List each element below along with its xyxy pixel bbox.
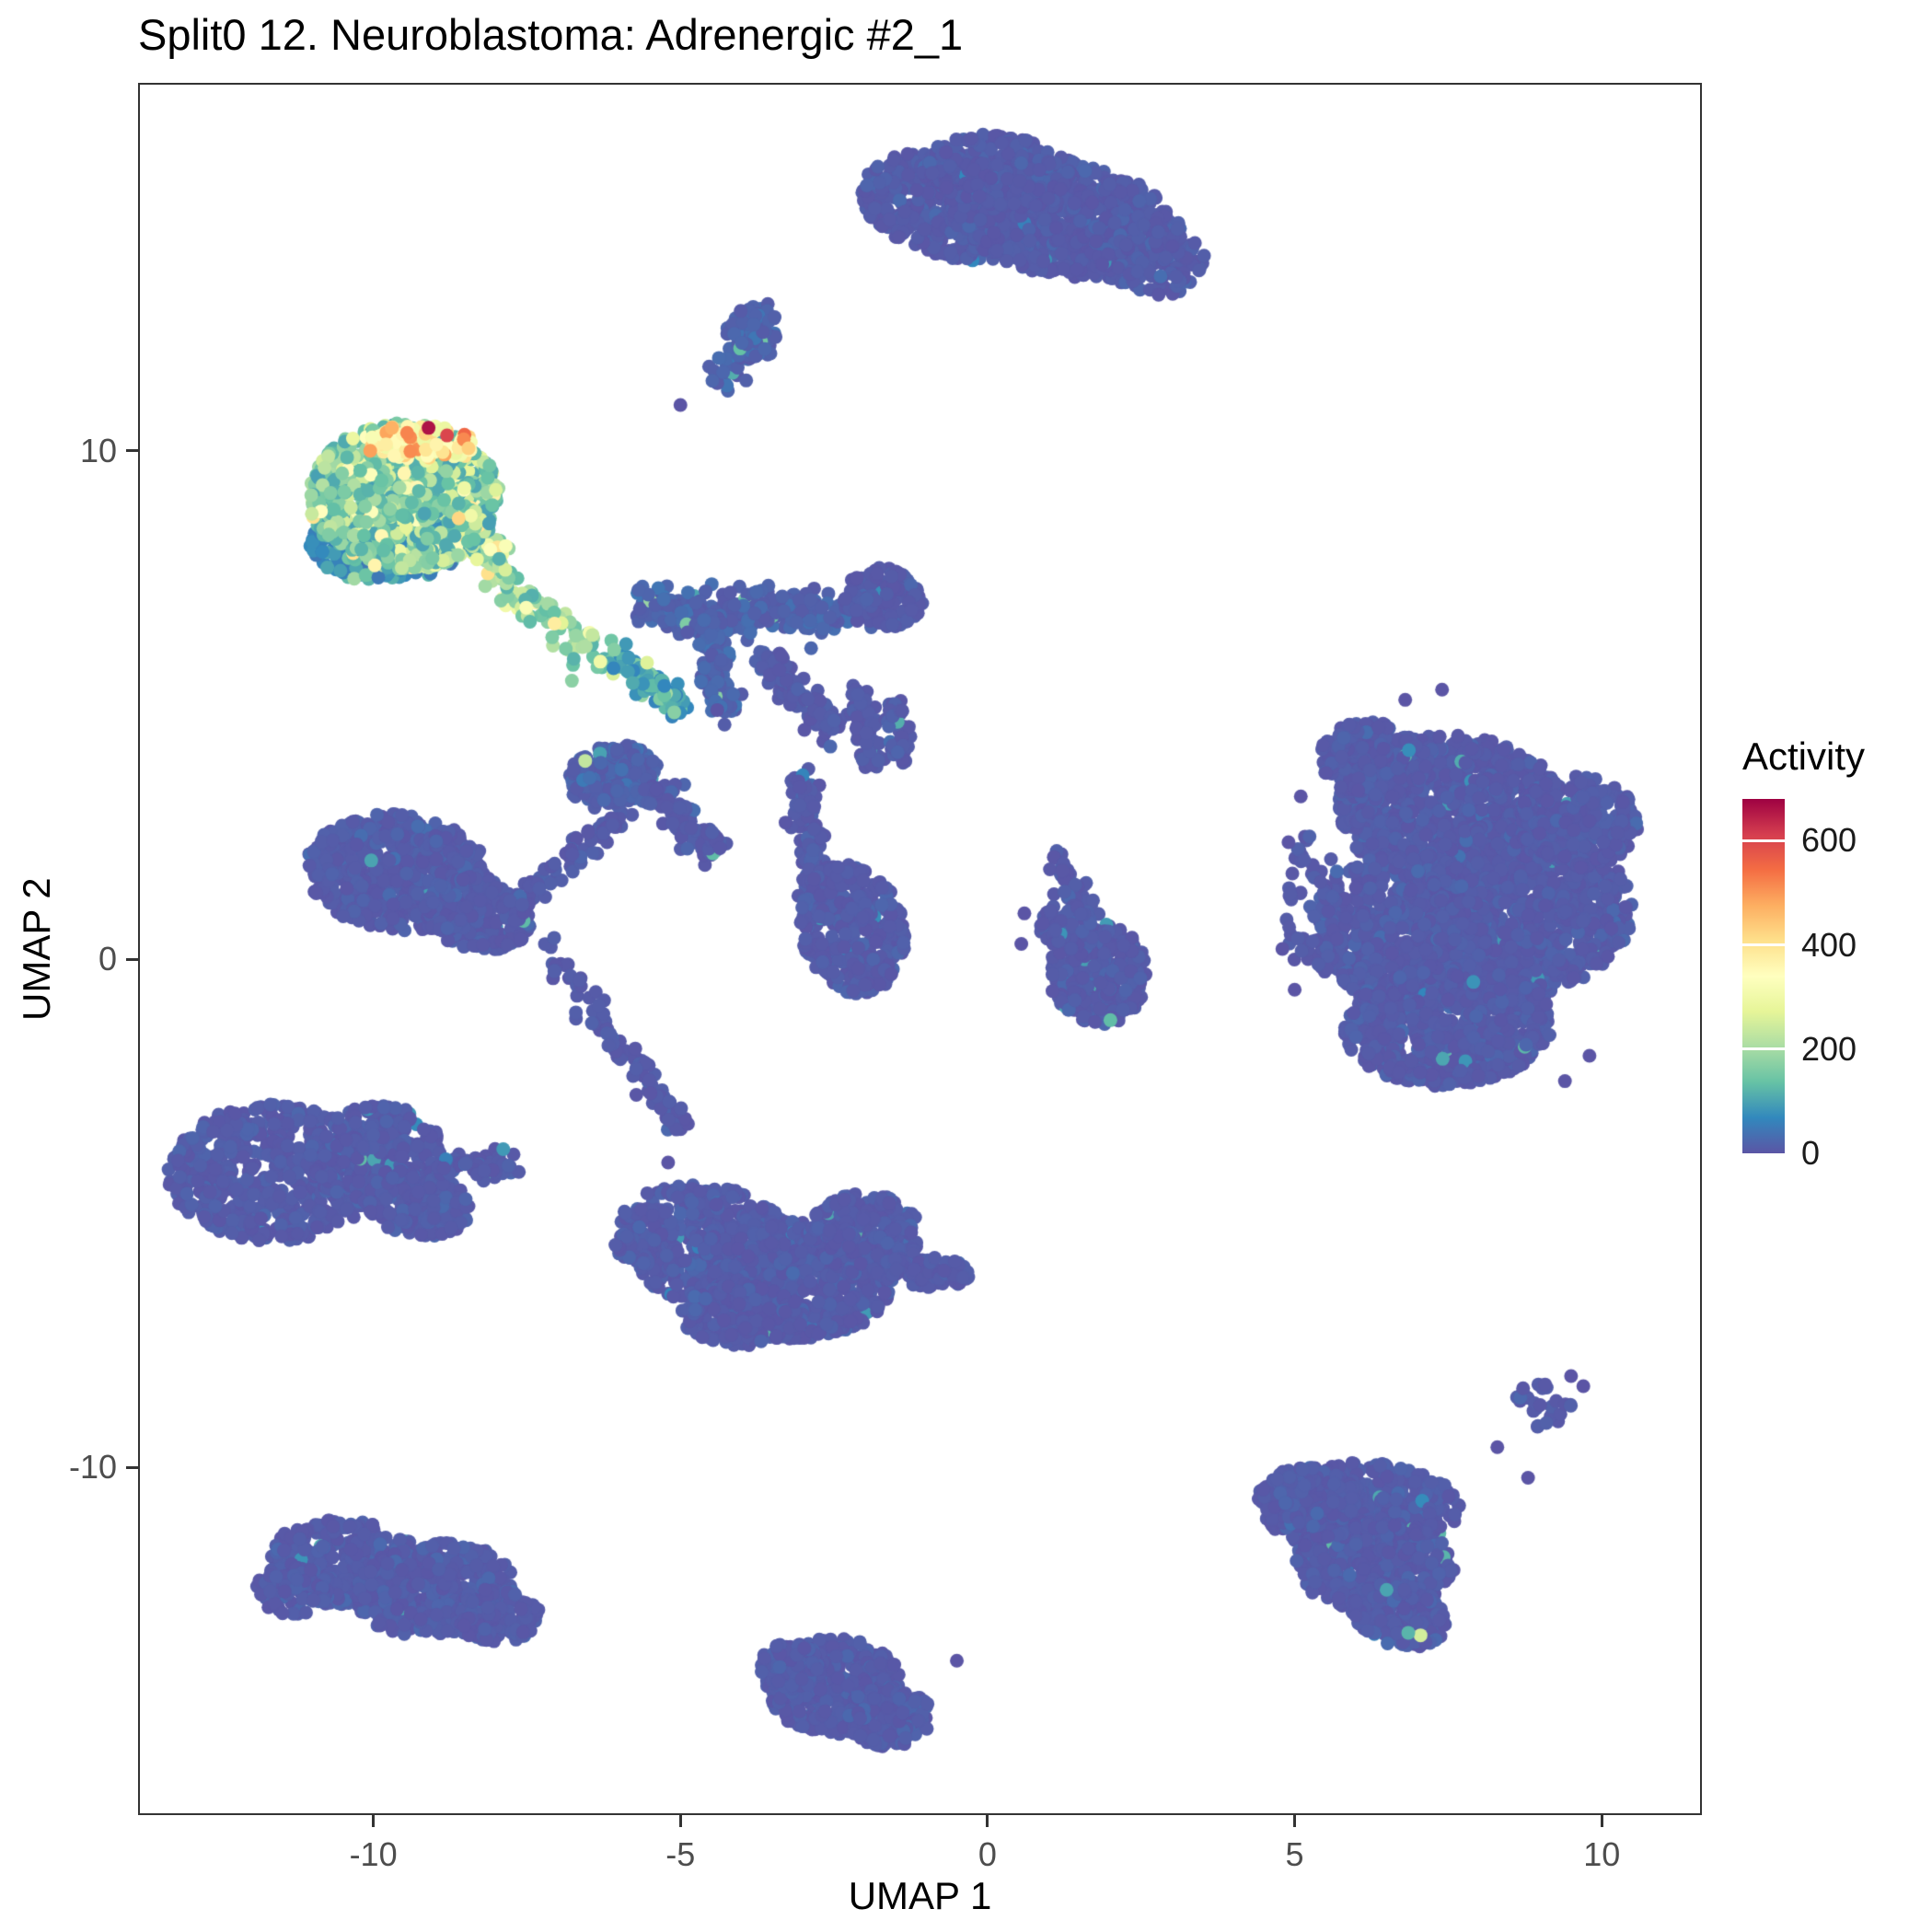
- y-tick-label: 10: [79, 431, 117, 469]
- x-tick-mark: [372, 1815, 376, 1827]
- y-tick-mark: [126, 449, 138, 453]
- x-tick-mark: [1600, 1815, 1603, 1827]
- y-axis-label: UMAP 2: [15, 877, 58, 1021]
- x-tick-label: 5: [1285, 1835, 1304, 1873]
- x-tick-mark: [986, 1815, 989, 1827]
- x-tick-mark: [1293, 1815, 1297, 1827]
- scatter-canvas: [140, 85, 1700, 1813]
- y-tick-mark: [126, 1465, 138, 1469]
- x-tick-label: -5: [665, 1835, 696, 1873]
- plot-panel: [138, 83, 1702, 1815]
- colorbar-tick-label: 400: [1801, 925, 1857, 964]
- colorbar-tick-mark: [1742, 943, 1785, 947]
- colorbar-tick-mark: [1742, 1047, 1785, 1051]
- x-axis-label: UMAP 1: [848, 1874, 992, 1917]
- y-tick-label: 0: [98, 940, 117, 978]
- y-tick-mark: [126, 957, 138, 961]
- colorbar-tick-label: 0: [1801, 1134, 1821, 1172]
- x-tick-label: -10: [349, 1835, 398, 1873]
- plot-title: Split0 12. Neuroblastoma: Adrenergic #2_…: [138, 10, 964, 59]
- x-tick-mark: [678, 1815, 682, 1827]
- colorbar-tick-label: 200: [1801, 1029, 1857, 1068]
- legend-title: Activity: [1742, 735, 1866, 778]
- colorbar-tick-label: 600: [1801, 821, 1857, 860]
- colorbar-gradient: [1742, 799, 1785, 1153]
- x-tick-label: 10: [1583, 1835, 1621, 1873]
- colorbar-tick-mark: [1742, 839, 1785, 842]
- y-tick-label: -10: [68, 1448, 117, 1487]
- x-tick-label: 0: [978, 1835, 997, 1873]
